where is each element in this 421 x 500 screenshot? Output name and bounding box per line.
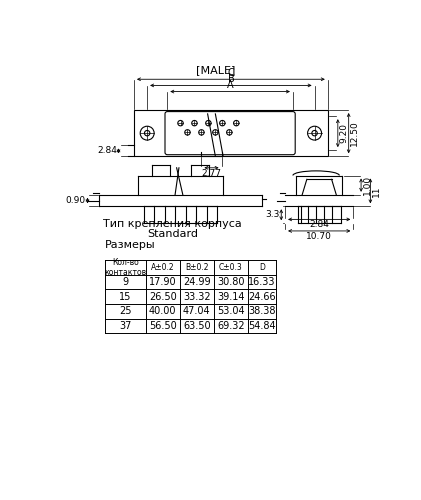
Text: 2.84: 2.84 [309, 220, 329, 229]
Text: C±0.3: C±0.3 [219, 263, 243, 272]
Text: 0.90: 0.90 [66, 196, 86, 205]
Text: C: C [227, 68, 234, 78]
Text: 40.00: 40.00 [149, 306, 176, 316]
Text: 2.77: 2.77 [202, 170, 221, 178]
Text: 11: 11 [372, 185, 381, 196]
Text: A±0.2: A±0.2 [151, 263, 174, 272]
Text: 26.50: 26.50 [149, 292, 176, 302]
Text: Размеры: Размеры [105, 240, 156, 250]
Text: 10.70: 10.70 [306, 232, 332, 240]
Text: Standard: Standard [147, 230, 198, 239]
Text: 17.90: 17.90 [149, 277, 176, 287]
Text: 47.04: 47.04 [183, 306, 210, 316]
Text: 33.32: 33.32 [183, 292, 210, 302]
Text: 24.66: 24.66 [248, 292, 276, 302]
Text: 30.80: 30.80 [217, 277, 245, 287]
Text: 38.38: 38.38 [248, 306, 276, 316]
Text: Кол-во
контактов: Кол-во контактов [104, 258, 147, 277]
Text: 25: 25 [119, 306, 132, 316]
Text: 69.32: 69.32 [217, 321, 245, 331]
Text: B: B [227, 74, 234, 84]
Bar [134, 110, 328, 156]
Text: 53.04: 53.04 [217, 306, 245, 316]
Text: B±0.2: B±0.2 [185, 263, 208, 272]
Text: 9: 9 [123, 277, 128, 287]
Text: 37: 37 [119, 321, 132, 331]
Text: 56.50: 56.50 [149, 321, 176, 331]
Text: 24.99: 24.99 [183, 277, 210, 287]
Text: Тип крепления корпуса: Тип крепления корпуса [104, 220, 242, 230]
Text: 1.00: 1.00 [362, 175, 372, 195]
Text: 12.50: 12.50 [350, 120, 359, 146]
Text: 15: 15 [119, 292, 132, 302]
Text: 63.50: 63.50 [183, 321, 210, 331]
Text: 16.33: 16.33 [248, 277, 276, 287]
Text: D: D [259, 263, 265, 272]
Text: 2.84: 2.84 [97, 146, 117, 156]
Text: 3.3: 3.3 [265, 210, 280, 220]
Text: 39.14: 39.14 [217, 292, 245, 302]
Text: 54.84: 54.84 [248, 321, 276, 331]
Text: 9.20: 9.20 [339, 123, 348, 143]
Text: A: A [227, 80, 233, 90]
Text: [MALE]: [MALE] [196, 66, 235, 76]
